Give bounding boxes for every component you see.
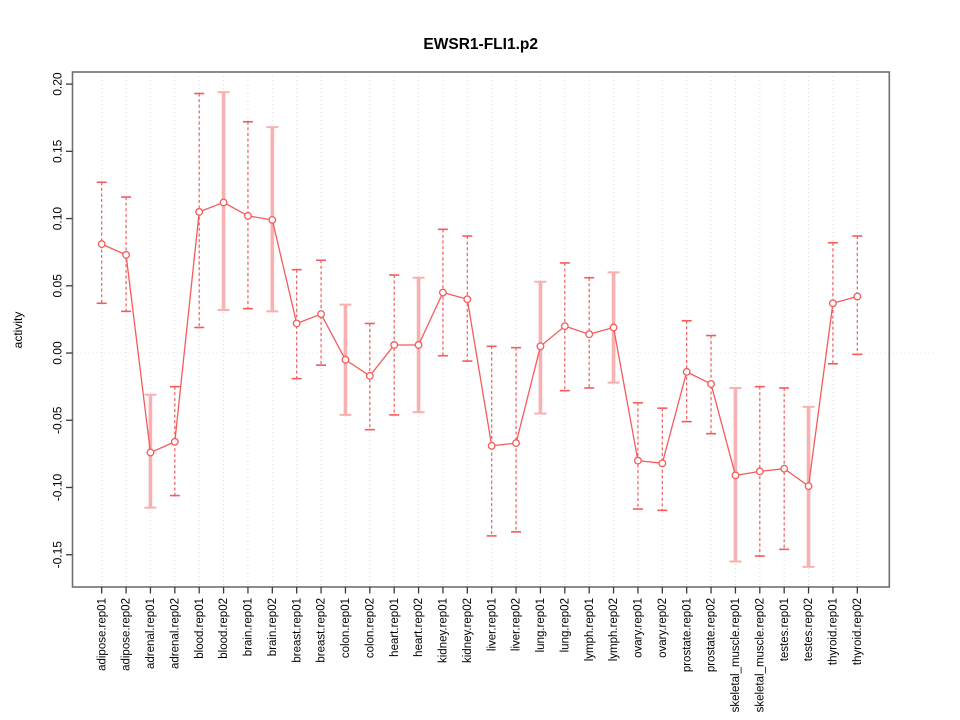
x-tick-label: testes.rep02 (803, 598, 815, 661)
x-tick-label: testes.rep01 (779, 598, 791, 661)
data-point (780, 464, 789, 473)
data-point (292, 319, 301, 328)
data-point (341, 355, 350, 364)
y-tick-label: -0.10 (50, 473, 64, 501)
data-point (463, 295, 472, 304)
x-tick-label: adrenal.rep02 (170, 598, 182, 669)
data-point (170, 437, 179, 446)
x-tick-label: kidney.rep02 (462, 598, 474, 663)
x-tick-label: adipose.rep01 (96, 598, 108, 671)
x-tick-label: liver.rep01 (486, 598, 498, 651)
x-tick-label: skeletal_muscle.rep02 (754, 598, 766, 712)
data-point (146, 448, 155, 457)
data-point (804, 482, 813, 491)
series-line (101, 201, 858, 488)
x-tick-label: lymph.rep02 (608, 598, 620, 661)
chart-title: EWSR1-FLI1.p2 (423, 36, 538, 53)
x-tick-label: blood.rep02 (218, 598, 230, 659)
data-point (853, 292, 862, 301)
data-point (633, 456, 642, 465)
y-tick-label: 0.15 (50, 139, 64, 163)
data-point (682, 367, 691, 376)
y-tick-label: -0.05 (50, 406, 64, 434)
y-tick-label: 0.10 (50, 207, 64, 231)
x-tick-label: thyroid.rep02 (852, 598, 864, 665)
data-point (390, 341, 399, 349)
x-tick-label: breast.rep01 (291, 598, 303, 663)
x-tick-label: lymph.rep01 (584, 598, 596, 661)
y-tick-label: 0.05 (50, 274, 64, 298)
data-point (243, 211, 252, 220)
data-point (731, 471, 740, 480)
x-tick-label: brain.rep01 (243, 598, 255, 656)
x-tick-label: heart.rep02 (413, 598, 425, 657)
x-tick-label: thyroid.rep01 (828, 598, 840, 665)
data-point (512, 439, 521, 448)
data-point (658, 459, 667, 468)
plot-box (71, 71, 891, 588)
data-point (438, 288, 447, 297)
x-tick-label: blood.rep01 (194, 598, 206, 659)
x-tick-label: colon.rep01 (340, 598, 352, 658)
data-point (365, 371, 374, 380)
x-tick-label: prostate.rep01 (681, 598, 693, 672)
x-tick-label: lung.rep01 (535, 598, 547, 652)
x-tick-label: ovary.rep02 (657, 598, 669, 658)
x-tick-label: ovary.rep01 (633, 598, 645, 658)
y-axis-label: activity (11, 312, 25, 349)
plot-area: 0.20 0.15 0.10 0.05 0.00 -0.05 -0.10 -0.15 adipo… (50, 71, 935, 712)
y-tick-label: 0.00 (50, 341, 64, 365)
x-tick-label: adipose.rep02 (121, 598, 133, 671)
data-point (755, 467, 764, 476)
x-tick-label: liver.rep02 (511, 598, 523, 651)
data-point (487, 441, 496, 450)
data-point (317, 310, 326, 318)
data-point (560, 322, 569, 331)
x-tick-label: heart.rep01 (389, 598, 401, 657)
x-tick-label: lung.rep02 (559, 598, 571, 652)
data-point (122, 250, 131, 259)
x-tick-label: brain.rep02 (267, 598, 279, 656)
x-tick-label: adrenal.rep01 (145, 598, 157, 669)
data-point (536, 342, 545, 351)
x-tick-label: breast.rep02 (316, 598, 328, 663)
data-point (609, 323, 618, 332)
data-point (219, 198, 228, 207)
data-point (707, 380, 716, 388)
data-point (195, 207, 204, 216)
data-point (585, 330, 594, 339)
data-point (268, 215, 277, 224)
y-tick-label: -0.15 (50, 541, 64, 569)
data-point (828, 299, 837, 308)
x-tick-label: prostate.rep02 (706, 598, 718, 672)
y-tick-label: 0.20 (50, 72, 64, 96)
x-tick-label: skeletal_muscle.rep01 (730, 598, 742, 712)
x-tick-label: kidney.rep01 (438, 598, 450, 663)
data-point (97, 240, 106, 249)
data-point (414, 341, 423, 349)
x-tick-label: colon.rep02 (364, 598, 376, 658)
